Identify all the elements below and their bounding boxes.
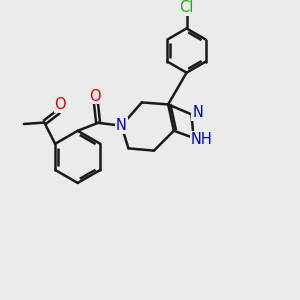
Text: NH: NH bbox=[191, 132, 212, 147]
Text: Cl: Cl bbox=[179, 0, 194, 15]
Text: N: N bbox=[192, 105, 203, 120]
Text: O: O bbox=[54, 98, 66, 112]
Text: N: N bbox=[116, 118, 127, 133]
Text: O: O bbox=[89, 89, 101, 104]
